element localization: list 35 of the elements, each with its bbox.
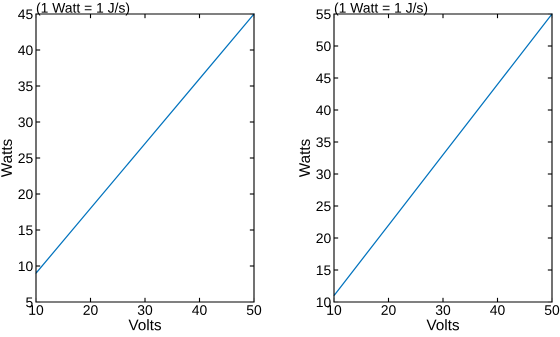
y-axis-title: Watts [299, 139, 310, 178]
x-tick-label: 30 [138, 305, 152, 315]
x-axis-title: Volts [426, 319, 460, 330]
y-tick-label: 45 [18, 9, 33, 20]
chart-title: (1 Watt = 1 J/s) [36, 2, 130, 16]
y-tick-label: 30 [18, 117, 33, 128]
y-tick-label: 55 [316, 9, 331, 20]
y-tick-label: 20 [18, 189, 33, 200]
y-tick-label: 40 [316, 105, 331, 116]
x-tick-label: 40 [192, 305, 207, 315]
y-tick-label: 50 [316, 41, 331, 52]
x-axis-title: Volts [128, 319, 162, 330]
y-tick-label: 15 [316, 265, 331, 276]
y-tick-label: 35 [316, 137, 331, 148]
x-tick-label: 40 [490, 305, 505, 315]
y-tick-label: 5 [26, 297, 33, 308]
x-tick-label: 10 [29, 305, 44, 315]
y-axis-title: Watts [1, 139, 12, 178]
x-tick-label: 10 [327, 305, 342, 315]
y-tick-label: 45 [316, 73, 331, 84]
y-tick-label: 15 [18, 225, 33, 236]
chart-title: (1 Watt = 1 J/s) [334, 2, 428, 16]
y-tick-label: 40 [18, 45, 33, 56]
y-tick-label: 25 [18, 153, 33, 164]
y-tick-label: 20 [316, 233, 331, 244]
x-tick-label: 20 [381, 305, 396, 315]
x-tick-label: 50 [544, 305, 560, 315]
y-tick-label: 10 [316, 297, 331, 308]
y-tick-label: 30 [316, 169, 331, 180]
y-tick-label: 35 [18, 81, 33, 92]
x-tick-label: 20 [83, 305, 98, 315]
y-tick-label: 25 [316, 201, 331, 212]
x-tick-label: 30 [436, 305, 450, 315]
y-tick-label: 10 [18, 261, 33, 272]
x-tick-label: 50 [246, 305, 262, 315]
